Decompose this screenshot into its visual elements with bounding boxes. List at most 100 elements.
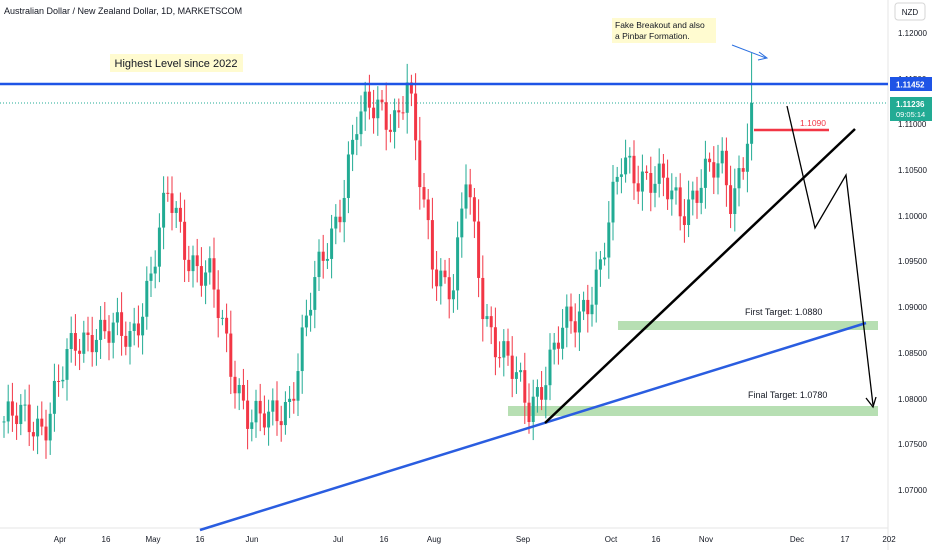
candle-body	[19, 404, 23, 425]
candle-body	[237, 384, 241, 394]
time-tick-label: Dec	[790, 535, 804, 544]
level-1090-label: 1.1090	[800, 118, 826, 128]
candle-body	[254, 400, 258, 423]
final-target-label[interactable]: Final Target: 1.0780	[748, 390, 827, 400]
candle-body	[166, 192, 170, 194]
candle-body	[653, 183, 657, 193]
candle-body	[178, 207, 182, 222]
candle-body	[31, 432, 35, 437]
candle-body	[246, 400, 250, 429]
candle-body	[44, 426, 48, 441]
candle-body	[304, 315, 308, 328]
candle-body	[750, 102, 754, 144]
candle-body	[477, 221, 481, 278]
candle-body	[422, 187, 426, 200]
resistance-price-label: 1.11452	[896, 81, 925, 90]
price-tick-label: 1.07500	[898, 440, 927, 449]
candle-body	[262, 413, 266, 428]
candle-body	[145, 280, 149, 317]
candle-body	[514, 372, 518, 379]
candle-body	[229, 333, 233, 377]
candle-body	[573, 321, 577, 333]
candle-body	[10, 401, 14, 416]
candle-body	[384, 102, 388, 130]
candle-body	[195, 255, 199, 267]
candle-body	[6, 401, 10, 422]
candle-body	[149, 273, 153, 281]
candle-body	[674, 187, 678, 191]
short-term-trend-line[interactable]	[544, 128, 856, 424]
candle-body	[430, 220, 434, 270]
candle-body	[241, 384, 245, 401]
candle-body	[330, 228, 334, 259]
candle-body	[380, 99, 384, 103]
candle-body	[737, 168, 741, 189]
candle-body	[691, 190, 695, 200]
candle-body	[61, 379, 65, 382]
candle-body	[199, 266, 203, 286]
candle-body	[90, 335, 94, 353]
candle-body	[670, 190, 674, 200]
candle-body	[401, 112, 405, 114]
candle-body	[607, 222, 611, 258]
candle-body	[678, 187, 682, 217]
candle-body	[288, 398, 292, 402]
candle-body	[153, 266, 157, 274]
currency-button[interactable]	[894, 2, 926, 21]
candle-body	[590, 304, 594, 315]
time-tick-label: Nov	[699, 535, 713, 544]
time-axis: Apr 16 May 16 Jun Jul 16 Aug Sep Oct 16 Nov Dec 17 202	[54, 535, 896, 544]
candle-body	[355, 134, 359, 140]
long-term-trend-line[interactable]	[199, 321, 867, 532]
candle-body	[250, 422, 254, 429]
candle-body	[40, 418, 44, 427]
candle-body	[313, 277, 317, 310]
candle-body	[682, 216, 686, 226]
candle-body	[695, 190, 699, 203]
candle-body	[443, 270, 447, 278]
candle-body	[52, 380, 56, 414]
candle-body	[86, 332, 90, 336]
candle-body	[481, 277, 485, 320]
currency-label: NZD	[902, 8, 919, 17]
candle-body	[78, 350, 82, 354]
candle-body	[577, 311, 581, 333]
candle-body	[124, 335, 128, 347]
time-tick-label: Jul	[333, 535, 343, 544]
highest-level-note[interactable]: Highest Level since 2022	[115, 58, 238, 70]
candle-body	[27, 404, 31, 433]
price-tick-label: 1.08000	[898, 395, 927, 404]
candlestick-series	[2, 53, 754, 459]
candle-body	[111, 322, 115, 343]
candle-body	[367, 91, 371, 108]
price-tick-label: 1.10000	[898, 212, 927, 221]
candle-body	[183, 221, 187, 260]
candle-body	[258, 400, 262, 414]
fake-breakout-note-line2[interactable]: a Pinbar Formation.	[615, 31, 690, 41]
candle-body	[552, 342, 556, 350]
candle-body	[720, 150, 724, 164]
candle-body	[48, 413, 52, 441]
price-tick-label: 1.08500	[898, 349, 927, 358]
first-target-label[interactable]: First Target: 1.0880	[745, 307, 822, 317]
candle-body	[2, 421, 6, 423]
candle-body	[619, 174, 623, 177]
candle-body	[174, 207, 178, 213]
candle-body	[565, 306, 569, 328]
candle-body	[611, 181, 615, 223]
fake-breakout-note-bg	[612, 18, 716, 43]
candle-body	[687, 199, 691, 226]
candle-body	[527, 402, 531, 422]
candle-body	[703, 158, 707, 188]
candle-body	[632, 155, 636, 184]
time-tick-label: Oct	[605, 535, 618, 544]
candle-body	[745, 143, 749, 172]
fake-breakout-note-line1[interactable]: Fake Breakout and also	[615, 20, 705, 30]
candle-body	[447, 277, 451, 300]
last-price-tag	[890, 97, 932, 121]
price-tick-label: 1.07000	[898, 486, 927, 495]
candle-body	[220, 317, 224, 319]
candle-body	[271, 400, 275, 412]
candle-body	[57, 380, 61, 382]
